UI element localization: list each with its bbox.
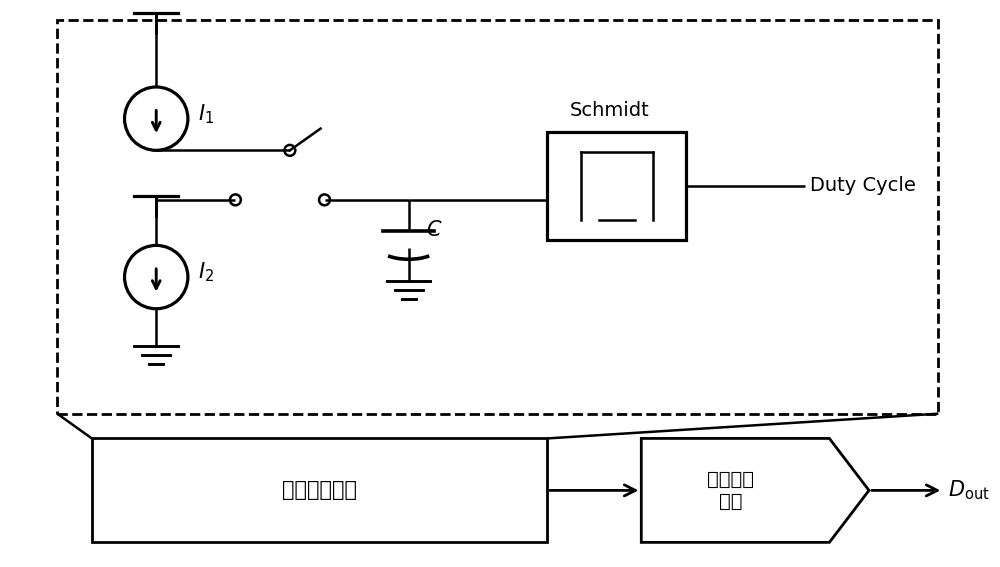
Text: $I_1$: $I_1$ [198,102,214,125]
Text: $C$: $C$ [426,219,443,239]
FancyBboxPatch shape [547,132,686,240]
Text: Duty Cycle: Duty Cycle [810,176,915,196]
FancyBboxPatch shape [57,20,938,414]
Text: 数字处理
电路: 数字处理 电路 [707,470,754,511]
Text: Schmidt: Schmidt [570,101,649,120]
Text: $D_{\mathrm{out}}$: $D_{\mathrm{out}}$ [948,479,990,502]
Text: $I_2$: $I_2$ [198,260,214,284]
Polygon shape [641,438,869,543]
Text: 感温核心电路: 感温核心电路 [282,480,357,501]
FancyBboxPatch shape [92,438,547,543]
